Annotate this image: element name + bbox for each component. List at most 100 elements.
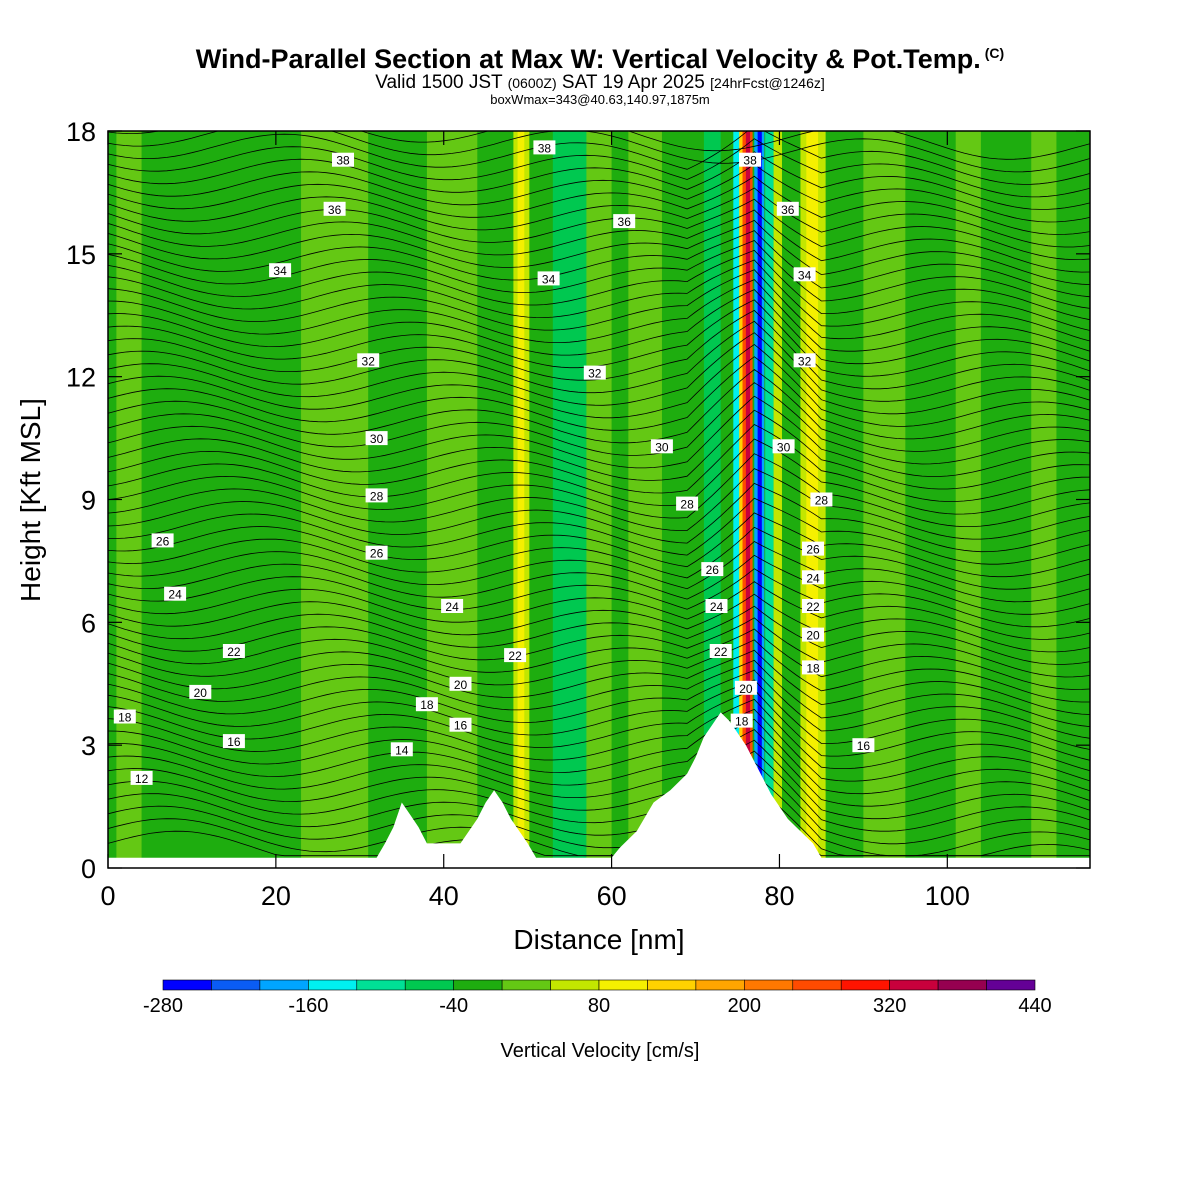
contour-label-text: 12 [135,772,149,786]
contour-label: 18 [415,697,438,712]
contour-label-bg [415,697,438,712]
velocity-band [757,131,762,868]
theta-isotherm [108,332,1090,415]
contour-label-bg [734,680,757,695]
contour-label: 18 [113,709,136,725]
y-tick-labels: 0 3 6 9 12 15 18 [66,117,96,884]
theta-isotherm [108,729,1090,807]
theta-isotherm [108,689,1090,761]
contour-label-bg [357,353,380,368]
theta-isotherm [108,249,1090,321]
contour-label-bg [323,201,346,216]
contour-label-text: 34 [798,268,812,282]
velocity-band [326,131,369,868]
contour-label-bg [365,488,388,503]
colorbar-tick-label: -160 [288,995,328,1017]
contour-label-text: 32 [588,367,602,381]
theta-isotherm [108,482,1090,553]
contour-label: 16 [222,734,245,749]
contour-label-text: 38 [336,154,350,168]
y-tick-label: 3 [81,731,96,761]
chart-subtitle-box-wmax: boxWmax=343@40.63,140.97,1875m [490,92,710,107]
contour-label-bg [222,734,245,749]
contour-label-bg [772,439,795,454]
theta-isotherm [108,669,1090,739]
contour-label-text: 16 [454,719,468,733]
theta-isotherm [108,138,1090,198]
contour-label-text: 24 [445,600,459,614]
theta-isotherm [108,131,1090,185]
contour-label-bg [504,648,527,663]
x-tick-label: 0 [100,881,115,911]
contour-label-bg [390,742,413,757]
contour-label-bg [222,644,245,658]
contour-label-bg [676,496,699,511]
colorbar-tick-labels: -280 -160 -40 80 200 320 440 [143,995,1052,1017]
colorbar-swatch [986,979,1036,991]
axis-ticks [107,130,1090,869]
contour-label-text: 18 [420,698,434,712]
velocity-band [745,131,751,868]
contour-label-bg [650,439,673,454]
contour-label-text: 20 [194,686,208,700]
y-tick-label: 15 [66,240,96,270]
contour-label: 24 [705,599,728,614]
velocity-band [628,131,662,868]
x-tick-label: 40 [429,881,459,911]
colorbar-swatch [792,979,842,991]
contour-label: 20 [449,676,472,692]
theta-isotherm [108,151,1090,210]
theta-isotherm [108,497,1090,565]
contour-label-text: 22 [508,649,522,663]
theta-isotherm [108,187,1090,248]
colorbar-swatch [647,979,697,991]
y-tick-label: 0 [81,854,96,884]
contour-label-bg [130,770,153,785]
colorbar-tick-label: 440 [1018,995,1051,1017]
contour-label: 36 [613,214,636,229]
theta-isotherm [108,209,1090,273]
contour-label-text: 26 [370,547,384,561]
contour-label: 32 [357,353,380,368]
x-tick-label: 60 [597,881,627,911]
contour-label-text: 34 [273,264,287,278]
theta-isotherm [108,438,1090,515]
colorbar-swatch [453,979,503,991]
contour-label-text: 28 [680,498,694,512]
contour-label-text: 14 [395,743,409,757]
theta-isotherm [108,131,1090,173]
contour-label: 30 [365,431,388,446]
contour-label-text: 20 [454,678,468,692]
contour-label-text: 22 [227,645,241,659]
contour-label: 20 [802,627,824,643]
contour-label-bg [533,140,556,155]
theta-isotherm [108,424,1090,502]
colorbar-swatch [162,979,212,991]
contour-label-bg [151,533,174,548]
theta-isotherm [108,773,1090,857]
contour-label-text: 32 [798,354,812,368]
theta-isotherm [108,468,1090,540]
contour-label: 38 [332,152,354,168]
contour-label-bg [802,599,824,613]
colorbar-swatch [211,979,261,991]
contour-label: 24 [802,570,824,585]
contour-label-bg [441,599,464,613]
theta-isotherm [108,628,1090,690]
y-tick-label: 9 [81,486,96,516]
contour-label: 30 [772,439,795,454]
y-tick-label: 6 [81,608,96,638]
contour-label: 20 [189,684,212,700]
theta-isotherm [108,639,1090,703]
contour-label: 24 [441,599,464,614]
contour-label-bg [776,201,799,216]
contour-label-bg [269,263,292,278]
contour-label-text: 18 [735,715,749,729]
theta-isotherm [108,512,1090,578]
contour-label-bg [802,541,824,556]
contour-label-bg [189,684,212,699]
colorbar-label: Vertical Velocity [cm/s] [501,1040,700,1062]
colorbar-tick-label: -280 [143,995,183,1017]
colorbar-swatch [308,979,358,991]
colorbar-swatch [259,979,309,991]
